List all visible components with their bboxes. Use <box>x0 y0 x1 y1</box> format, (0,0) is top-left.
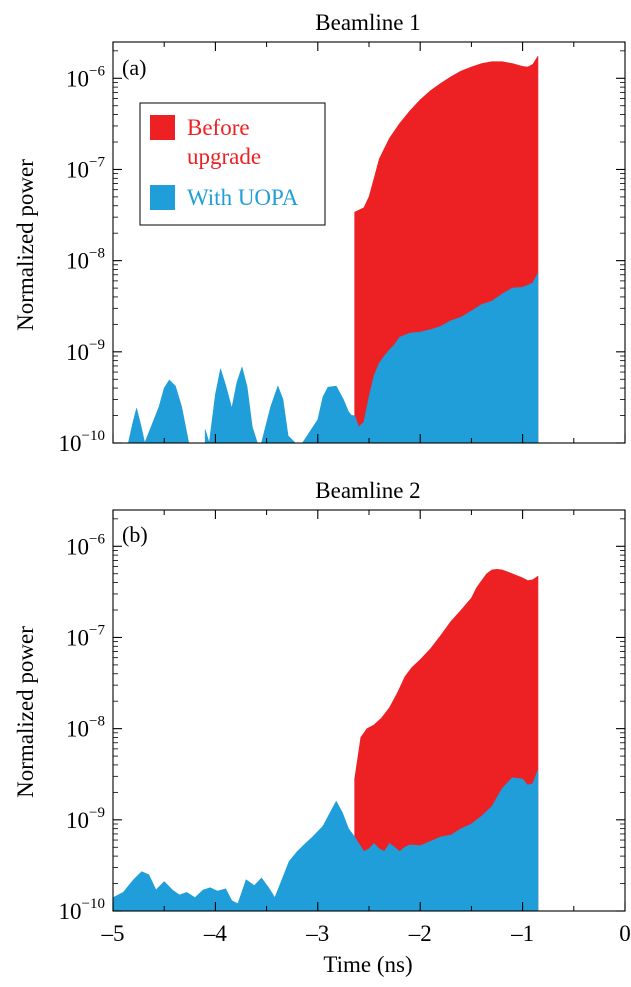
panel-a-legend: Before upgrade With UOPA <box>139 102 326 226</box>
panel-b-plot-area <box>112 568 539 912</box>
panel-b-y-tick-label: 10−9 <box>66 805 105 833</box>
x-axis-label: Time (ns) <box>323 952 412 977</box>
panel-a-y-tick-label: 10−7 <box>66 154 105 182</box>
panel-a-y-tick-label: 10−8 <box>66 246 105 274</box>
panel-b-x-tick-label: –4 <box>203 921 228 946</box>
panel-b-y-tick-label: 10−10 <box>59 896 105 924</box>
panel-a-y-tick-label: 10−10 <box>59 428 105 456</box>
panel-beamline-2: Beamline 2 –5 –4 –3 –2 –1 0 10−10 10−9 10−8 10−7 1… <box>13 478 631 977</box>
panel-b-y-tick-label: 10−8 <box>66 714 105 742</box>
panel-beamline-1: Beamline 1 10−10 10−9 10−8 10−7 10−6 (a) Nor… <box>13 10 626 456</box>
legend-label-before-upgrade: Before <box>187 115 250 140</box>
panel-a-axes: 10−10 10−9 10−8 10−7 10−6 <box>59 41 626 456</box>
panel-b-x-tick-label: –5 <box>101 921 125 946</box>
panel-b-x-tick-label: 0 <box>619 921 631 946</box>
panel-a-y-tick-label: 10−9 <box>66 337 105 365</box>
panel-a-y-axis-label: Normalized power <box>13 159 38 331</box>
panel-b-y-tick-label: 10−7 <box>66 622 105 650</box>
legend-swatch-before-upgrade <box>150 115 175 140</box>
panel-b-x-tick-label: –2 <box>408 921 432 946</box>
panel-b-axes: –5 –4 –3 –2 –1 0 10−10 10−9 10−8 10−7 10−6 <box>59 509 631 946</box>
panel-b-label: (b) <box>122 522 148 547</box>
legend-label-with-uopa: With UOPA <box>187 185 299 210</box>
panel-b-y-tick-label: 10−6 <box>66 531 105 559</box>
panel-b-y-axis-label: Normalized power <box>13 626 38 798</box>
panel-b-title: Beamline 2 <box>315 478 420 503</box>
legend-label-before-upgrade: upgrade <box>187 144 261 169</box>
panel-b-series-with-uopa-area <box>112 769 539 912</box>
panel-b-x-tick-label: –1 <box>510 921 534 946</box>
panel-a-title: Beamline 1 <box>315 10 420 35</box>
panel-a-label: (a) <box>122 55 146 80</box>
panel-a-y-tick-label: 10−6 <box>66 63 105 91</box>
panel-b-x-tick-label: –3 <box>305 921 329 946</box>
legend-swatch-with-uopa <box>150 185 175 210</box>
